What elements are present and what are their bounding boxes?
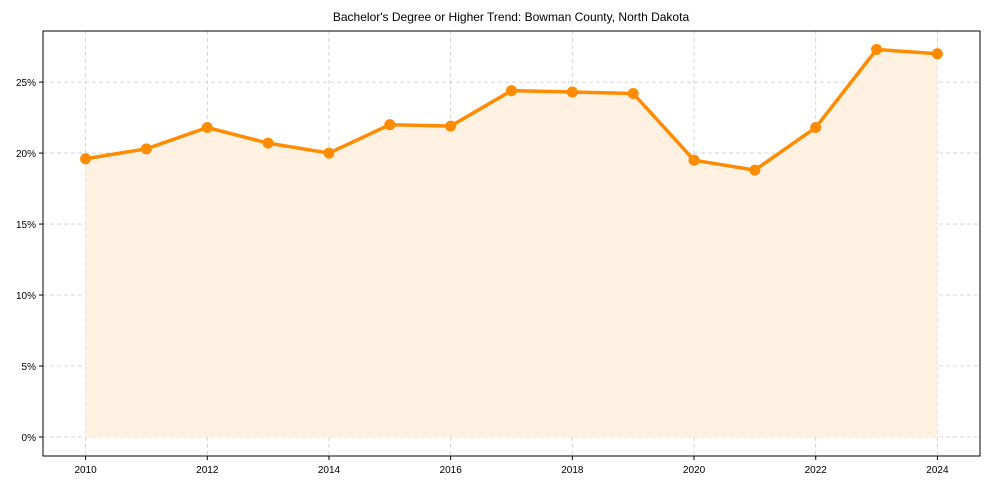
area-fill	[85, 49, 938, 437]
x-tick-label: 2020	[683, 465, 706, 476]
y-tick-label: 25%	[16, 78, 36, 89]
x-tick-label: 2024	[926, 465, 949, 476]
data-point	[506, 85, 517, 97]
data-point	[384, 119, 396, 131]
x-tick-label: 2022	[805, 465, 828, 476]
plot-frame	[42, 30, 981, 457]
area-fill-path	[85, 49, 938, 437]
data-point	[749, 164, 761, 176]
data-point	[810, 122, 822, 134]
data-point	[140, 143, 152, 155]
data-point	[871, 43, 883, 55]
x-axis: 2010 2012 2014 2016 2018 2020 2022 2024	[74, 456, 949, 476]
data-points	[80, 43, 943, 176]
data-point	[931, 48, 943, 60]
data-point	[262, 137, 274, 149]
x-tick-label: 2012	[196, 465, 219, 476]
chart-title: Bachelor's Degree or Higher Trend: Bowma…	[333, 10, 690, 24]
data-point	[80, 153, 92, 165]
data-point	[445, 120, 457, 132]
data-point	[627, 87, 639, 99]
x-tick-label: 2018	[561, 465, 584, 476]
x-tick-label: 2014	[318, 465, 341, 476]
data-point	[688, 154, 700, 166]
y-tick-label: 20%	[16, 149, 36, 160]
x-tick-label: 2010	[74, 465, 97, 476]
y-tick-label: 10%	[16, 291, 36, 302]
data-point	[566, 86, 578, 98]
y-tick-label: 0%	[22, 433, 37, 444]
y-tick-label: 5%	[22, 362, 37, 373]
y-tick-label: 15%	[16, 220, 36, 231]
y-axis: 0% 5% 10% 15% 20% 25%	[16, 78, 43, 444]
x-tick-label: 2016	[440, 465, 463, 476]
data-point	[323, 147, 335, 159]
data-point	[201, 122, 213, 134]
